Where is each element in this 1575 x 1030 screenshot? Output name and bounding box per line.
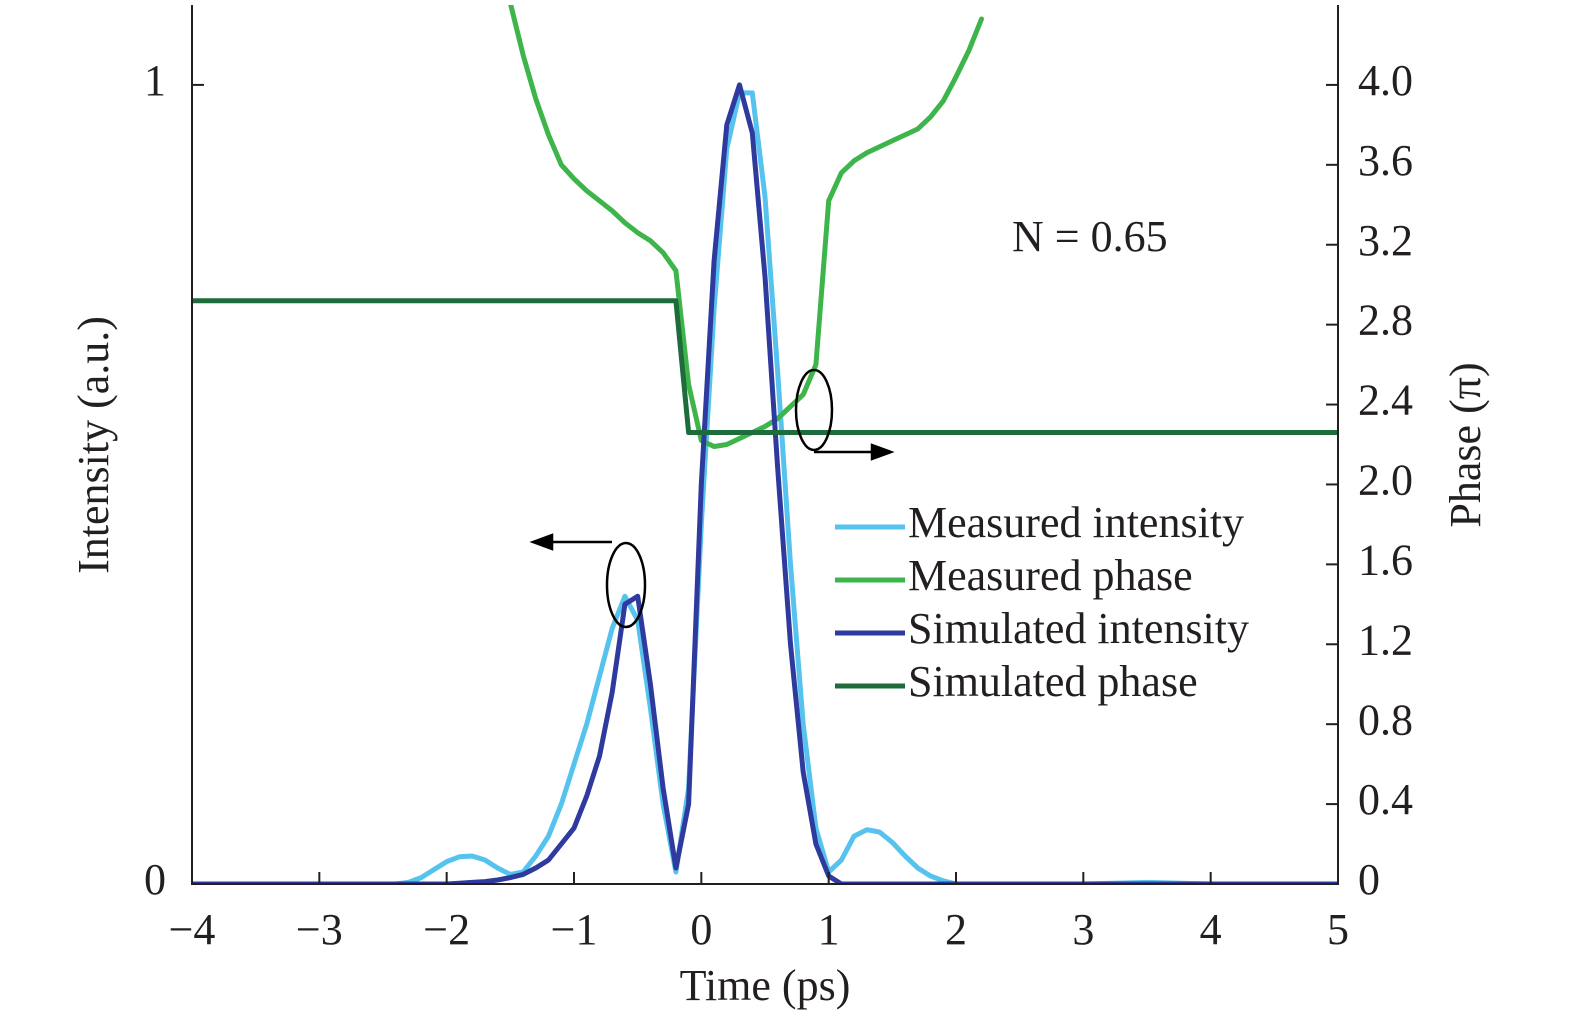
x-tick-label: −2 — [423, 905, 470, 954]
series-line — [192, 90, 1338, 884]
axis-frame — [191, 5, 1339, 885]
annotation: N = 0.65 — [1012, 212, 1168, 261]
y2-tick-label: 4.0 — [1358, 56, 1413, 105]
x-tick-label: 5 — [1327, 905, 1349, 954]
callout-ellipse — [605, 541, 647, 629]
y-axis-label: Intensity (a.u.) — [69, 316, 118, 574]
legend-label: Simulated phase — [908, 657, 1198, 706]
y2-tick-label: 1.2 — [1358, 615, 1413, 664]
callout-arrowhead — [870, 443, 895, 461]
y2-tick-label: 1.6 — [1358, 535, 1413, 584]
x-tick-label: 2 — [945, 905, 967, 954]
legend-label: Simulated intensity — [908, 604, 1249, 653]
legend-label: Measured intensity — [908, 498, 1244, 547]
callout-right — [794, 368, 895, 461]
callout-ellipse — [794, 368, 834, 452]
y-tick-label: 0 — [144, 855, 166, 904]
y2-tick-label: 3.6 — [1358, 136, 1413, 185]
legend-label: Measured phase — [908, 551, 1193, 600]
y2-tick-label: 2.8 — [1358, 296, 1413, 345]
x-tick-label: 0 — [690, 905, 712, 954]
y2-tick-label: 2.4 — [1358, 376, 1413, 425]
x-tick-label: 4 — [1200, 905, 1222, 954]
y-tick-label: 1 — [144, 56, 166, 105]
series-line — [192, 82, 1338, 884]
series-line — [508, 5, 984, 449]
x-tick-label: 1 — [818, 905, 840, 954]
callout-arrowhead — [529, 533, 554, 551]
series-line — [192, 298, 1338, 435]
x-tick-label: −4 — [169, 905, 216, 954]
y2-tick-label: 3.2 — [1358, 216, 1413, 265]
y2-tick-label: 0.8 — [1358, 695, 1413, 744]
x-axis-label: Time (ps) — [680, 961, 851, 1010]
y2-tick-label: 0.4 — [1358, 775, 1413, 824]
y2-tick-label: 0 — [1358, 855, 1380, 904]
y2-tick-label: 2.0 — [1358, 456, 1413, 505]
y2-axis-label: Phase (π) — [1441, 362, 1490, 527]
x-tick-label: −3 — [296, 905, 343, 954]
callout-left — [529, 533, 647, 629]
x-tick-label: −1 — [551, 905, 598, 954]
plot-area — [192, 5, 1338, 884]
x-tick-label: 3 — [1072, 905, 1094, 954]
